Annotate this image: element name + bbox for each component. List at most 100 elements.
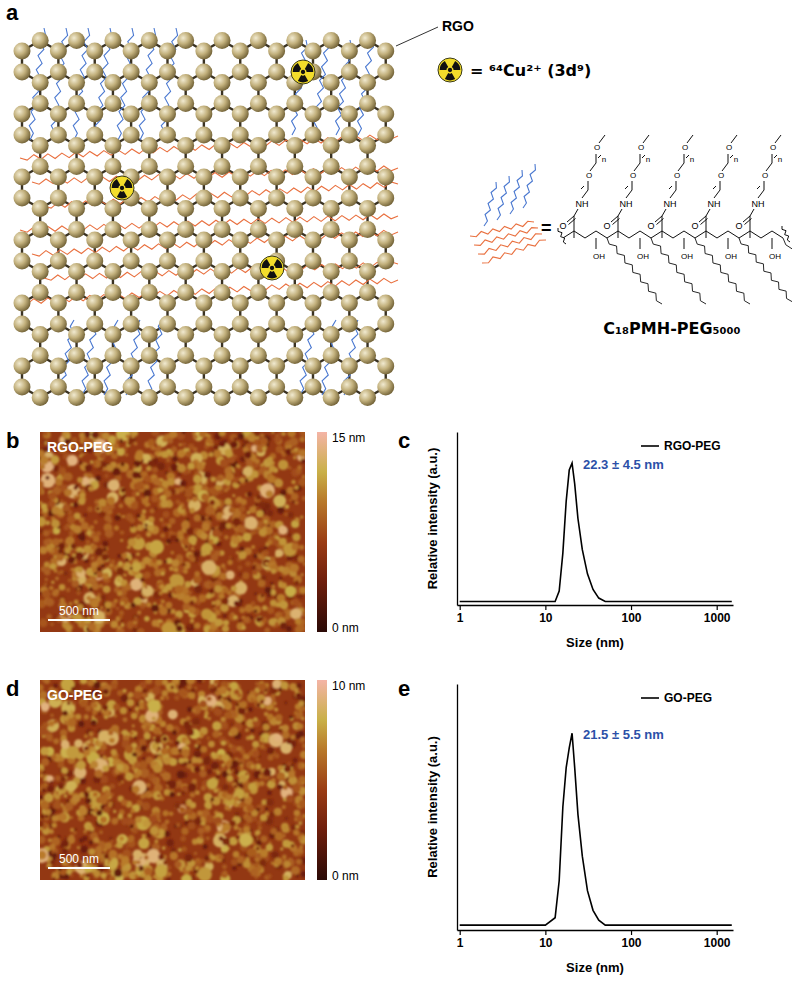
afm-grain [227, 595, 239, 607]
afm-grain [114, 439, 117, 442]
afm-grain [59, 596, 65, 602]
isotope-legend: = ⁶⁴Cu²⁺ (3d⁹) [470, 61, 591, 80]
afm-grain [239, 599, 243, 603]
afm-grain [52, 590, 59, 597]
lattice-atom [141, 74, 158, 91]
lattice-atom [195, 106, 212, 123]
afm-grain [166, 491, 171, 496]
bond [775, 135, 781, 143]
atom-label: O [718, 171, 724, 180]
radiation-center [448, 68, 452, 72]
afm-grain [131, 562, 141, 572]
bond [596, 238, 597, 249]
atom-label: OH [637, 252, 649, 261]
afm-grain [142, 509, 147, 514]
bond [720, 181, 721, 190]
afm-grain [116, 432, 130, 441]
afm-grain [217, 474, 224, 481]
afm-grain [207, 434, 211, 438]
bond [574, 209, 578, 216]
lattice-atom [268, 379, 285, 396]
afm-grain [118, 438, 123, 443]
lattice-atom [68, 32, 85, 49]
lattice-atom [32, 158, 49, 175]
lattice-atom [250, 32, 267, 49]
afm-grain [285, 586, 296, 597]
lattice-atom [232, 232, 249, 249]
lattice-atom [268, 295, 285, 312]
lattice-atom [268, 64, 285, 81]
lattice-atom [232, 358, 249, 375]
lattice-atom [104, 347, 121, 364]
afm-grain [151, 432, 159, 436]
lattice-atom [159, 358, 176, 375]
lattice-atom [123, 106, 140, 123]
lattice-atom [141, 347, 158, 364]
lattice-atom [286, 200, 303, 217]
afm-grain [254, 609, 258, 613]
lattice-atom [32, 263, 49, 280]
afm-grain [256, 510, 264, 518]
afm-grain [251, 545, 255, 549]
afm-grain [42, 590, 51, 599]
afm-grain [185, 451, 192, 458]
lattice-atom [341, 253, 358, 270]
afm-grain [278, 432, 285, 436]
afm-grain [175, 538, 179, 542]
lattice-atom [250, 326, 267, 343]
atom-label: O [770, 143, 776, 152]
afm-grain [226, 523, 232, 529]
lattice-atom [250, 200, 267, 217]
lattice-atom [268, 232, 285, 249]
bond [728, 154, 729, 163]
afm-grain [164, 560, 167, 563]
lattice-atom [14, 379, 31, 396]
afm-grain [258, 579, 266, 587]
afm-grain [280, 582, 287, 589]
afm-grain [47, 614, 52, 619]
lattice-atom [232, 316, 249, 333]
atom-label: n [734, 155, 738, 164]
lattice-atom [177, 221, 194, 238]
lattice-atom [32, 95, 49, 112]
bond [634, 163, 640, 171]
afm-grain [154, 569, 161, 576]
radiation-blade [440, 61, 449, 70]
afm-grain [299, 545, 304, 550]
afm-grain [250, 616, 253, 619]
afm-grain [89, 525, 94, 530]
afm-grain [182, 432, 186, 434]
radiation-blade [274, 259, 283, 268]
lattice-atom [341, 64, 358, 81]
afm-grain [238, 572, 243, 577]
lattice-atom [177, 200, 194, 217]
afm-grain [177, 623, 185, 631]
afm-grain [84, 473, 88, 477]
afm-grain [274, 479, 283, 488]
afm-grain [116, 607, 119, 610]
lattice-atom [14, 43, 31, 60]
lattice-atom [123, 379, 140, 396]
alkyl-chain [470, 221, 534, 236]
afm-grain [187, 462, 194, 469]
afm-grain [156, 581, 165, 590]
afm-grain [159, 518, 163, 522]
afm-grain [176, 625, 182, 631]
afm-grain [137, 610, 141, 614]
radiation-blade [305, 63, 314, 72]
afm-grain [189, 508, 195, 514]
lattice-label: RGO [442, 18, 474, 34]
afm-grain [102, 462, 107, 467]
lattice-atom [177, 95, 194, 112]
afm-texture [40, 432, 305, 632]
bond [569, 219, 576, 225]
lattice-atom [123, 295, 140, 312]
lattice-atom [104, 389, 121, 406]
lattice-bonds [22, 41, 386, 398]
afm-grain [202, 523, 210, 531]
lattice-atom [377, 106, 394, 123]
afm-grain [212, 604, 216, 608]
afm-grain [295, 581, 299, 585]
afm-grain [194, 585, 202, 593]
bond [758, 190, 764, 198]
